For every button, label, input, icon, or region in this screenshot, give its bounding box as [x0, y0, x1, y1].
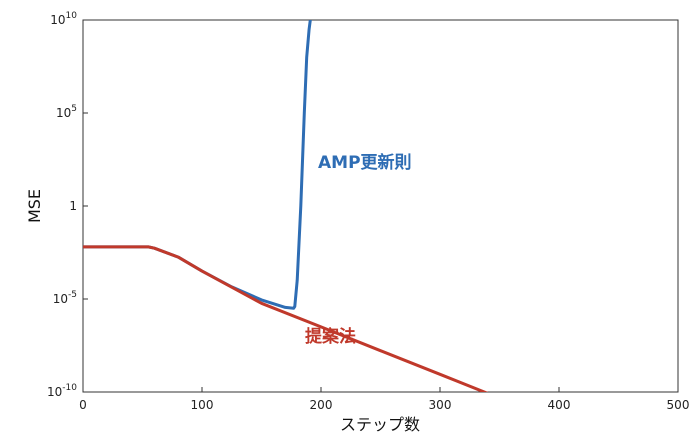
x-tick-label: 500 — [667, 398, 690, 412]
x-ticks: 0 100 200 300 400 500 — [79, 387, 689, 412]
y-tick-label: 10-10 — [47, 383, 77, 399]
x-tick-label: 0 — [79, 398, 87, 412]
x-tick-label: 400 — [548, 398, 571, 412]
x-tick-label: 100 — [191, 398, 214, 412]
plot-frame — [82, 19, 679, 393]
y-axis-title: MSE — [25, 189, 44, 223]
series-label-amp: AMP更新則 — [318, 152, 412, 173]
x-tick-label: 200 — [310, 398, 333, 412]
y-tick-label: 105 — [56, 104, 77, 120]
y-tick-label: 1 — [69, 199, 77, 213]
x-axis-title: ステップ数 — [340, 415, 420, 434]
series-label-proposed: 提案法 — [305, 326, 356, 347]
x-tick-label: 300 — [429, 398, 452, 412]
y-tick-label: 10-5 — [53, 290, 77, 306]
y-ticks: 1010 105 1 10-5 10-10 — [47, 11, 88, 399]
y-tick-label: 1010 — [50, 11, 77, 27]
series-line-proposed — [83, 245, 489, 392]
series-group — [83, 20, 489, 392]
